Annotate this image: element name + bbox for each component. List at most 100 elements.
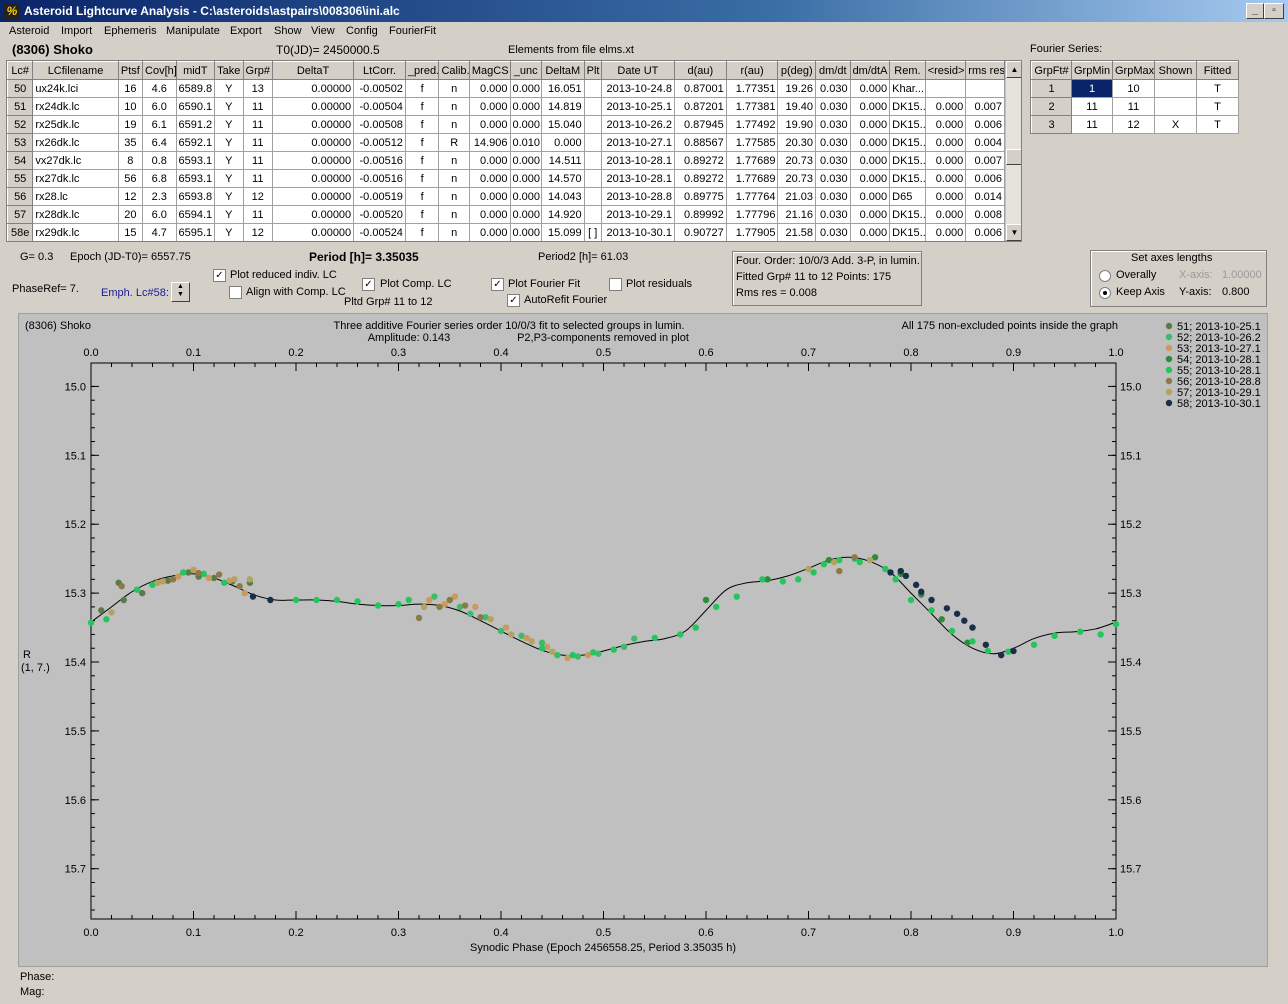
- table-cell[interactable]: [ ]: [583, 223, 602, 241]
- table-cell[interactable]: 2013-10-28.8: [600, 187, 675, 206]
- plot-panel[interactable]: (8306) Shoko Three additive Fourier seri…: [18, 313, 1268, 967]
- table-cell[interactable]: T: [1196, 79, 1239, 98]
- table-cell[interactable]: 12: [242, 223, 273, 241]
- table-cell[interactable]: f: [404, 151, 440, 170]
- table-cell[interactable]: 1.77764: [725, 187, 779, 206]
- table-cell[interactable]: Y: [214, 205, 244, 224]
- column-header[interactable]: r(au): [725, 61, 779, 80]
- table-cell[interactable]: [583, 151, 602, 170]
- table-cell[interactable]: 35: [117, 133, 144, 152]
- column-header[interactable]: _pred.: [404, 61, 440, 80]
- table-cell[interactable]: -0.00520: [353, 205, 406, 224]
- row-header[interactable]: 51: [7, 97, 34, 116]
- table-cell[interactable]: f: [404, 133, 440, 152]
- restore-button[interactable]: ▫: [1264, 3, 1284, 19]
- table-cell[interactable]: 0.004: [965, 133, 1005, 152]
- table-cell[interactable]: rx25dk.lc: [32, 115, 119, 134]
- column-header[interactable]: Lc#: [7, 61, 34, 80]
- table-cell[interactable]: 11: [242, 205, 273, 224]
- row-header[interactable]: 56: [7, 187, 34, 206]
- table-cell[interactable]: 1: [1071, 79, 1113, 98]
- table-cell[interactable]: 0.000: [924, 205, 967, 224]
- table-cell[interactable]: 6590.1: [175, 97, 216, 116]
- column-header[interactable]: Cov[h]: [142, 61, 177, 80]
- table-cell[interactable]: -0.00519: [353, 187, 406, 206]
- table-cell[interactable]: [583, 187, 602, 206]
- table-cell[interactable]: 14.511: [540, 151, 585, 170]
- table-cell[interactable]: f: [404, 169, 440, 188]
- table-cell[interactable]: 0.000: [924, 97, 967, 116]
- table-cell[interactable]: 11: [1071, 97, 1113, 116]
- column-header[interactable]: Fitted: [1196, 61, 1239, 80]
- table-cell[interactable]: Y: [214, 169, 244, 188]
- table-cell[interactable]: 0.00000: [271, 151, 355, 170]
- column-header[interactable]: Date UT: [600, 61, 675, 80]
- table-cell[interactable]: T: [1196, 97, 1239, 116]
- table-cell[interactable]: 21.58: [777, 223, 817, 241]
- plot-comp-checkbox[interactable]: ✓: [362, 278, 375, 291]
- column-header[interactable]: p(deg): [777, 61, 817, 80]
- table-cell[interactable]: 2013-10-26.2: [600, 115, 675, 134]
- table-cell[interactable]: rx29dk.lc: [32, 223, 119, 241]
- table-cell[interactable]: 0.000: [468, 187, 511, 206]
- table-cell[interactable]: DK15..: [889, 133, 926, 152]
- table-cell[interactable]: 0.000: [924, 169, 967, 188]
- menu-export[interactable]: Export: [230, 25, 262, 37]
- table-cell[interactable]: -0.00524: [353, 223, 406, 241]
- table-cell[interactable]: f: [404, 79, 440, 98]
- plot-fourier-checkbox[interactable]: ✓: [491, 278, 504, 291]
- table-cell[interactable]: 0.8: [142, 151, 177, 170]
- table-row[interactable]: 56 rx28.lc 12 2.3 6593.8 Y 12 0.00000 -0.00519 f n…: [7, 187, 1005, 206]
- table-cell[interactable]: D65: [889, 187, 926, 206]
- table-cell[interactable]: 0.000: [509, 169, 542, 188]
- table-cell[interactable]: Y: [214, 223, 244, 241]
- table-cell[interactable]: Y: [214, 187, 244, 206]
- table-cell[interactable]: 8: [117, 151, 144, 170]
- table-cell[interactable]: f: [404, 223, 440, 241]
- table-cell[interactable]: 0.030: [815, 169, 851, 188]
- table-cell[interactable]: n: [438, 151, 470, 170]
- menu-manipulate[interactable]: Manipulate: [166, 25, 220, 37]
- column-header[interactable]: DeltaT: [271, 61, 355, 80]
- table-cell[interactable]: 0.89992: [673, 205, 727, 224]
- row-header[interactable]: 54: [7, 151, 34, 170]
- table-cell[interactable]: 20.73: [777, 151, 817, 170]
- table-cell[interactable]: 1.77585: [725, 133, 779, 152]
- column-header[interactable]: Rem.: [889, 61, 926, 80]
- table-cell[interactable]: 6.4: [142, 133, 177, 152]
- table-cell[interactable]: Y: [214, 97, 244, 116]
- scroll-down-icon[interactable]: ▼: [1006, 224, 1021, 241]
- table-cell[interactable]: 6591.2: [175, 115, 216, 134]
- table-cell[interactable]: vx27dk.lc: [32, 151, 119, 170]
- table-cell[interactable]: 0.000: [468, 97, 511, 116]
- table-cell[interactable]: -0.00502: [353, 79, 406, 98]
- table-cell[interactable]: 1.77351: [725, 79, 779, 98]
- menu-config[interactable]: Config: [346, 25, 378, 37]
- table-cell[interactable]: 0.000: [468, 151, 511, 170]
- table-cell[interactable]: 0.000: [468, 205, 511, 224]
- table-cell[interactable]: 2.3: [142, 187, 177, 206]
- table-cell[interactable]: rx24dk.lc: [32, 97, 119, 116]
- table-cell[interactable]: 21.16: [777, 205, 817, 224]
- table-cell[interactable]: 0.89272: [673, 151, 727, 170]
- table-cell[interactable]: 0.000: [849, 133, 891, 152]
- table-cell[interactable]: Y: [214, 115, 244, 134]
- table-cell[interactable]: f: [404, 187, 440, 206]
- table-cell[interactable]: 10: [117, 97, 144, 116]
- table-cell[interactable]: 0.000: [849, 115, 891, 134]
- table-cell[interactable]: n: [438, 223, 470, 241]
- column-header[interactable]: midT: [175, 61, 216, 80]
- column-header[interactable]: Shown: [1154, 61, 1197, 80]
- table-cell[interactable]: 0.007: [965, 151, 1005, 170]
- table-cell[interactable]: 0.030: [815, 133, 851, 152]
- table-cell[interactable]: 2013-10-25.1: [600, 97, 675, 116]
- table-cell[interactable]: 2013-10-28.1: [600, 151, 675, 170]
- table-cell[interactable]: 6.8: [142, 169, 177, 188]
- table-cell[interactable]: 19: [117, 115, 144, 134]
- menu-show[interactable]: Show: [274, 25, 302, 37]
- table-row[interactable]: 54 vx27dk.lc 8 0.8 6593.1 Y 11 0.00000 -0.00516 f…: [7, 151, 1005, 170]
- table-cell[interactable]: -0.00516: [353, 151, 406, 170]
- table-cell[interactable]: 0.000: [509, 97, 542, 116]
- table-cell[interactable]: 0.00000: [271, 223, 355, 241]
- table-cell[interactable]: 11: [242, 133, 273, 152]
